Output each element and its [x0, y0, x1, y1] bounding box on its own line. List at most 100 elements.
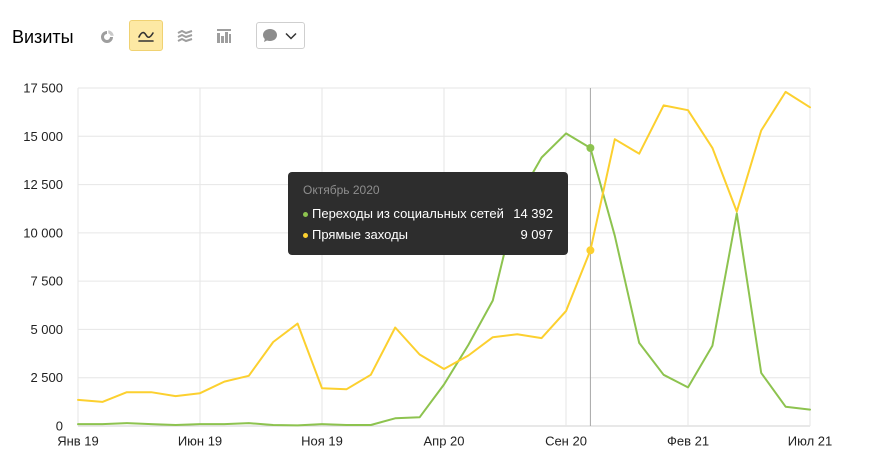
data-point[interactable]	[463, 351, 473, 361]
data-point[interactable]	[781, 402, 791, 412]
speech-bubble-icon	[262, 28, 278, 43]
stacked-area-icon	[176, 28, 194, 44]
highlight-point	[586, 246, 595, 255]
y-tick-label: 15 000	[23, 129, 63, 144]
data-point[interactable]	[73, 419, 83, 429]
tooltip-row: Прямые заходы 9 097	[303, 226, 553, 244]
x-tick-label: Сен 20	[545, 434, 587, 449]
data-point[interactable]	[537, 333, 547, 343]
data-point[interactable]	[463, 340, 473, 350]
annotations-dropdown[interactable]	[256, 22, 305, 49]
series-2-line	[77, 90, 811, 403]
y-tick-label: 10 000	[23, 225, 63, 240]
bar-chart-icon	[216, 28, 232, 44]
series-1	[73, 128, 815, 430]
data-point[interactable]	[659, 100, 669, 110]
x-tick-label: Июл 21	[788, 434, 832, 449]
series-color-dot	[303, 211, 308, 217]
data-point[interactable]	[341, 384, 351, 394]
data-point[interactable]	[561, 128, 571, 138]
data-point[interactable]	[537, 153, 547, 163]
data-point[interactable]	[122, 387, 132, 397]
data-point[interactable]	[659, 370, 669, 380]
grid	[77, 87, 811, 427]
tooltip-series-label: Прямые заходы	[312, 227, 409, 242]
data-point[interactable]	[122, 418, 132, 428]
x-tick-label: Ноя 19	[301, 434, 343, 449]
report-title: Визиты	[12, 27, 74, 47]
data-point[interactable]	[683, 382, 693, 392]
data-point[interactable]	[293, 319, 303, 329]
tooltip-row: Переходы из социальных сетей 14 392	[303, 205, 553, 223]
data-point[interactable]	[781, 87, 791, 97]
data-point[interactable]	[634, 338, 644, 348]
data-point[interactable]	[610, 231, 620, 241]
series-color-dot	[303, 232, 308, 238]
data-point[interactable]	[219, 377, 229, 387]
y-tick-label: 5 000	[30, 322, 63, 337]
x-axis: Янв 19 Июн 19 Ноя 19 Апр 20 Сен 20 Фев 21 Июл …	[57, 434, 832, 449]
data-point[interactable]	[390, 413, 400, 423]
data-point[interactable]	[707, 341, 717, 351]
data-point[interactable]	[244, 371, 254, 381]
series-1-line	[77, 132, 811, 427]
data-point[interactable]	[439, 364, 449, 374]
line-chart-button[interactable]	[129, 20, 163, 51]
x-tick-label: Июн 19	[178, 434, 222, 449]
data-point[interactable]	[366, 370, 376, 380]
data-point[interactable]	[732, 207, 742, 217]
data-point[interactable]	[219, 419, 229, 429]
data-point[interactable]	[512, 329, 522, 339]
data-point[interactable]	[97, 397, 107, 407]
highlight-point	[586, 144, 595, 152]
y-tick-label: 0	[56, 419, 63, 434]
x-tick-label: Фев 21	[667, 434, 709, 449]
series-2	[73, 87, 815, 407]
y-tick-label: 12 500	[23, 177, 63, 192]
data-point[interactable]	[756, 368, 766, 378]
bar-chart-button[interactable]	[209, 21, 239, 51]
data-point[interactable]	[683, 105, 693, 115]
pie-chart-icon	[99, 29, 115, 45]
data-point[interactable]	[488, 332, 498, 342]
chart-tooltip: Октябрь 2020 Переходы из социальных сете…	[288, 172, 568, 255]
x-tick-label: Янв 19	[57, 434, 99, 449]
data-point[interactable]	[366, 420, 376, 430]
tooltip-series-value: 9 097	[520, 227, 553, 242]
data-point[interactable]	[195, 388, 205, 398]
y-axis: 0 2 500 5 000 7 500 10 000 12 500 15 000 17 500	[23, 81, 63, 434]
data-point[interactable]	[293, 420, 303, 430]
data-point[interactable]	[146, 387, 156, 397]
data-point[interactable]	[317, 419, 327, 429]
data-point[interactable]	[634, 149, 644, 159]
data-point[interactable]	[756, 126, 766, 136]
data-point[interactable]	[610, 134, 620, 144]
data-point[interactable]	[97, 419, 107, 429]
data-point[interactable]	[415, 350, 425, 360]
data-point[interactable]	[707, 143, 717, 153]
data-point[interactable]	[171, 420, 181, 430]
pie-chart-button[interactable]	[92, 22, 122, 52]
data-point[interactable]	[268, 337, 278, 347]
x-tick-label: Апр 20	[423, 434, 464, 449]
data-point[interactable]	[73, 395, 83, 405]
data-point[interactable]	[317, 383, 327, 393]
data-point[interactable]	[561, 306, 571, 316]
data-point[interactable]	[195, 419, 205, 429]
data-point[interactable]	[268, 420, 278, 430]
y-tick-label: 2 500	[30, 370, 63, 385]
line-chart-icon	[136, 28, 156, 44]
data-point[interactable]	[439, 380, 449, 390]
data-point[interactable]	[488, 296, 498, 306]
tooltip-title: Октябрь 2020	[303, 183, 380, 197]
data-point[interactable]	[390, 323, 400, 333]
data-point[interactable]	[415, 412, 425, 422]
stacked-area-button[interactable]	[170, 21, 200, 51]
y-tick-label: 7 500	[30, 274, 63, 289]
data-point[interactable]	[171, 391, 181, 401]
data-point[interactable]	[244, 418, 254, 428]
data-point[interactable]	[146, 419, 156, 429]
data-point[interactable]	[805, 102, 815, 112]
data-point[interactable]	[341, 420, 351, 430]
data-point[interactable]	[805, 405, 815, 415]
